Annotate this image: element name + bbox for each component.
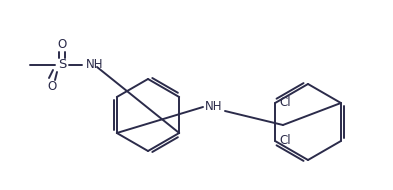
Text: NH: NH xyxy=(205,101,222,113)
Text: NH: NH xyxy=(86,59,103,71)
Text: O: O xyxy=(48,81,57,93)
Text: Cl: Cl xyxy=(279,135,291,147)
Text: O: O xyxy=(57,39,67,51)
Text: S: S xyxy=(58,59,66,71)
Text: Cl: Cl xyxy=(279,97,291,109)
